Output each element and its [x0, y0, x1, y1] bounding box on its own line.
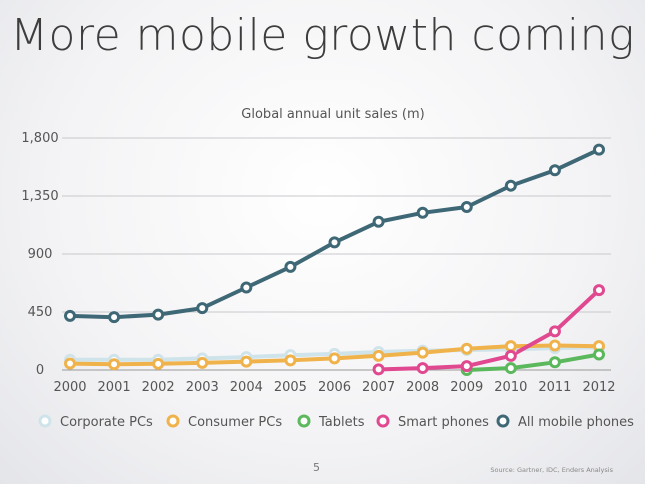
chart-title: Global annual unit sales (m) [241, 107, 424, 122]
data-point [372, 215, 385, 228]
data-point [504, 362, 517, 375]
data-point [504, 179, 517, 192]
x-tick-label: 2011 [538, 380, 571, 395]
data-point [593, 284, 605, 297]
series-points [64, 143, 605, 376]
series-lines [69, 147, 601, 372]
data-point [196, 356, 209, 369]
data-point [372, 349, 385, 362]
data-point [504, 349, 517, 362]
x-tick-label: 2012 [582, 380, 615, 395]
data-point [372, 363, 385, 376]
x-tick-label: 2009 [450, 380, 483, 395]
legend-label: All mobile phones [518, 415, 634, 430]
x-tick-label: 2007 [362, 380, 395, 395]
legend-label: Smart phones [398, 415, 489, 430]
data-point [328, 352, 341, 365]
legend-marker [376, 414, 390, 428]
data-point [152, 308, 165, 321]
data-point [108, 358, 121, 371]
data-point [284, 354, 297, 367]
legend-marker [297, 414, 311, 428]
series-line-tablets [466, 352, 600, 372]
legend-marker [38, 414, 52, 428]
data-point [548, 356, 561, 369]
data-point [416, 362, 429, 375]
data-point [240, 355, 253, 368]
legend-label: Tablets [318, 415, 365, 430]
y-axis-ticks: 0 450 900 1,350 1,800 [21, 131, 58, 378]
data-point [460, 200, 473, 213]
data-point [152, 357, 165, 370]
data-point [416, 206, 429, 219]
data-point [548, 325, 561, 338]
y-tick-label: 900 [28, 247, 53, 262]
data-point [240, 281, 253, 294]
data-point [328, 236, 341, 249]
y-tick-label: 450 [28, 305, 53, 320]
data-point [593, 143, 605, 156]
data-point [64, 357, 76, 370]
data-point [460, 360, 473, 373]
x-tick-label: 2002 [142, 380, 175, 395]
x-tick-label: 2008 [406, 380, 439, 395]
data-point [460, 342, 473, 355]
data-point [196, 302, 209, 315]
series-line-smart-phones [378, 288, 601, 372]
x-axis-ticks: 2000 2001 2002 2003 2004 2005 2006 2007 2008 2009… [53, 380, 615, 395]
data-point [548, 339, 561, 352]
legend-marker [496, 414, 510, 428]
data-point [108, 311, 121, 324]
y-tick-label: 1,350 [21, 189, 58, 204]
legend-label: Consumer PCs [188, 415, 282, 430]
x-tick-label: 2003 [186, 380, 219, 395]
legend-label: Corporate PCs [60, 415, 153, 430]
legend-marker [166, 414, 180, 428]
legend: Corporate PCs Consumer PCs Tablets Smart ph… [38, 414, 634, 430]
data-point [548, 164, 561, 177]
x-tick-label: 2000 [53, 380, 86, 395]
data-point [284, 260, 297, 273]
source-note: Source: Gartner, IDC, Enders Analysis [490, 466, 613, 474]
x-tick-label: 2010 [494, 380, 527, 395]
y-tick-label: 0 [36, 363, 44, 378]
data-point [416, 346, 429, 359]
y-tick-label: 1,800 [21, 131, 58, 146]
data-point [593, 348, 605, 361]
x-tick-label: 2006 [318, 380, 351, 395]
data-point [64, 309, 76, 322]
page-number: 5 [313, 461, 320, 474]
series-line-all-mobile-phones [69, 147, 600, 320]
x-tick-label: 2004 [230, 380, 263, 395]
gridlines [62, 137, 611, 371]
data-point [504, 340, 517, 353]
x-tick-label: 2005 [274, 380, 307, 395]
x-tick-label: 2001 [98, 380, 131, 395]
slide-title: More mobile growth coming [10, 10, 635, 61]
